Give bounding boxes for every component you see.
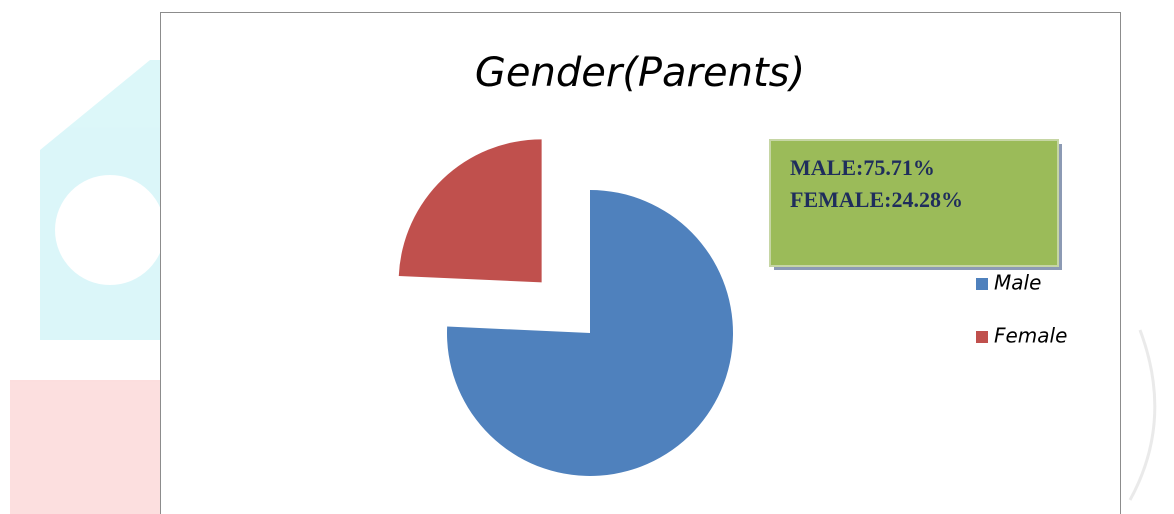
legend-label: Female xyxy=(994,324,1067,348)
legend-swatch xyxy=(976,278,988,290)
page: Gender(Parents) MALE:75.71% FEMALE:24.28%… xyxy=(0,0,1174,514)
legend-swatch xyxy=(976,331,988,343)
chart: Gender(Parents) MALE:75.71% FEMALE:24.28%… xyxy=(0,0,1174,514)
annotation-text: FEMALE:24.28% xyxy=(790,187,963,212)
annotation-text: MALE:75.71% xyxy=(790,155,935,180)
chart-title: Gender(Parents) xyxy=(475,50,805,96)
legend-label: Male xyxy=(994,271,1041,295)
